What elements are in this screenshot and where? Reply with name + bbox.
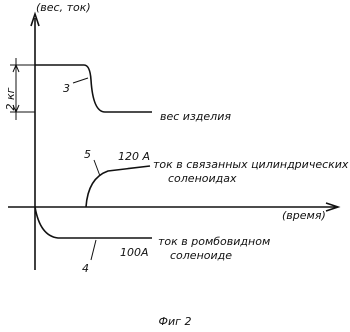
curve-number: 5	[84, 148, 91, 161]
leader-3	[72, 77, 89, 84]
curve-number: 3	[63, 82, 70, 95]
x-axis-label: (время)	[282, 209, 326, 222]
value-label: 100A	[120, 246, 149, 259]
curve-label: ток в связанных цилиндрических	[153, 158, 349, 171]
curve-3	[35, 64, 152, 113]
scale-bracket	[10, 58, 35, 120]
curve-number: 4	[82, 262, 89, 275]
curve-label: вес изделия	[160, 110, 231, 123]
x-arrow	[325, 202, 341, 212]
curve-label: соленоиде	[170, 249, 232, 262]
leader-4	[90, 239, 97, 261]
scale-label: 2 кг	[4, 87, 17, 110]
axes	[8, 11, 341, 270]
leader-5	[93, 159, 101, 177]
caption: Фиг 2	[159, 315, 192, 328]
curve-4	[34, 206, 152, 239]
curve-5	[85, 165, 151, 208]
curve-label: ток в ромбовидном	[158, 235, 270, 248]
curve-label: соленоидах	[168, 172, 237, 185]
y-arrow	[30, 11, 40, 27]
y-axis-label: (вес, ток)	[36, 1, 91, 14]
value-label: 120 A	[118, 150, 150, 163]
